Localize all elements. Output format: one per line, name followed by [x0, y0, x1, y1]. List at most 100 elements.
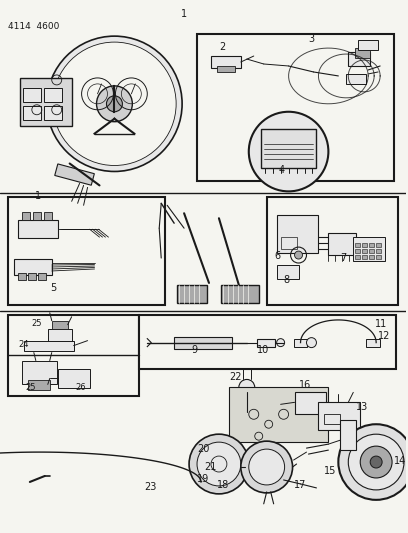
- Circle shape: [197, 442, 241, 486]
- Text: 18: 18: [217, 480, 229, 490]
- Bar: [348, 52, 370, 66]
- Bar: [33, 212, 41, 220]
- Text: 26: 26: [75, 383, 86, 392]
- Bar: [324, 414, 340, 424]
- Text: 11: 11: [375, 319, 388, 329]
- Bar: [376, 249, 381, 253]
- Bar: [229, 387, 328, 442]
- Circle shape: [106, 96, 122, 112]
- Text: 16: 16: [299, 381, 311, 390]
- Bar: [369, 255, 374, 259]
- Text: 21: 21: [204, 462, 216, 472]
- Bar: [197, 34, 394, 181]
- Bar: [174, 337, 232, 349]
- Bar: [221, 285, 259, 303]
- Bar: [346, 74, 366, 84]
- Bar: [211, 56, 241, 68]
- Bar: [261, 128, 317, 168]
- Circle shape: [370, 456, 382, 468]
- Bar: [177, 285, 207, 303]
- Bar: [257, 338, 275, 346]
- Bar: [217, 66, 235, 72]
- Text: 7: 7: [340, 253, 346, 263]
- Bar: [14, 259, 52, 275]
- Bar: [20, 78, 72, 126]
- Bar: [340, 420, 356, 450]
- Bar: [281, 237, 297, 249]
- Circle shape: [348, 434, 404, 490]
- Text: 10: 10: [257, 344, 269, 354]
- Bar: [44, 106, 62, 120]
- Bar: [355, 243, 360, 247]
- Circle shape: [249, 112, 328, 191]
- Bar: [355, 255, 360, 259]
- Bar: [18, 273, 26, 280]
- Circle shape: [338, 424, 408, 500]
- Text: 14: 14: [394, 456, 406, 466]
- Bar: [362, 255, 367, 259]
- Text: 3: 3: [308, 34, 315, 44]
- Text: 25: 25: [32, 319, 42, 328]
- Circle shape: [360, 446, 392, 478]
- Circle shape: [249, 449, 285, 485]
- Bar: [267, 197, 398, 305]
- Text: 23: 23: [144, 482, 157, 492]
- Bar: [369, 249, 374, 253]
- Bar: [369, 243, 374, 247]
- Bar: [8, 197, 165, 305]
- Bar: [48, 329, 72, 341]
- Text: 19: 19: [197, 474, 209, 484]
- Bar: [58, 368, 90, 389]
- Text: 4114  4600: 4114 4600: [8, 22, 59, 31]
- Circle shape: [189, 434, 249, 494]
- Bar: [22, 212, 30, 220]
- Bar: [55, 164, 94, 185]
- Text: 13: 13: [356, 402, 368, 413]
- Bar: [28, 381, 50, 390]
- Bar: [328, 233, 356, 255]
- Bar: [18, 220, 58, 238]
- Text: 1: 1: [35, 191, 41, 201]
- Circle shape: [277, 338, 285, 346]
- Bar: [294, 338, 308, 346]
- Bar: [376, 243, 381, 247]
- Text: 4: 4: [279, 165, 285, 175]
- Text: 17: 17: [294, 480, 306, 490]
- Bar: [366, 338, 380, 346]
- Bar: [358, 40, 378, 50]
- Text: 24: 24: [18, 340, 29, 349]
- Bar: [362, 249, 367, 253]
- Text: 1: 1: [181, 9, 187, 19]
- Circle shape: [241, 441, 293, 493]
- Bar: [22, 360, 57, 384]
- Bar: [52, 321, 68, 329]
- Text: 15: 15: [324, 466, 337, 476]
- Bar: [355, 48, 370, 58]
- Circle shape: [295, 251, 302, 259]
- Text: 12: 12: [378, 330, 390, 341]
- Text: 25: 25: [26, 383, 36, 392]
- Circle shape: [97, 86, 132, 122]
- Bar: [318, 402, 360, 430]
- Circle shape: [53, 42, 176, 165]
- Bar: [277, 265, 299, 279]
- Circle shape: [239, 379, 255, 395]
- Bar: [8, 315, 139, 397]
- Bar: [28, 273, 36, 280]
- Circle shape: [47, 36, 182, 172]
- Circle shape: [306, 337, 317, 348]
- Text: 2: 2: [219, 42, 225, 52]
- Text: 6: 6: [275, 251, 281, 261]
- Bar: [355, 249, 360, 253]
- Bar: [23, 88, 41, 102]
- Bar: [362, 243, 367, 247]
- Bar: [44, 212, 52, 220]
- Bar: [295, 392, 326, 414]
- Bar: [38, 273, 46, 280]
- Bar: [353, 237, 385, 261]
- Bar: [23, 106, 41, 120]
- Bar: [44, 88, 62, 102]
- Bar: [139, 315, 396, 368]
- Bar: [277, 215, 318, 253]
- Text: 5: 5: [50, 283, 56, 293]
